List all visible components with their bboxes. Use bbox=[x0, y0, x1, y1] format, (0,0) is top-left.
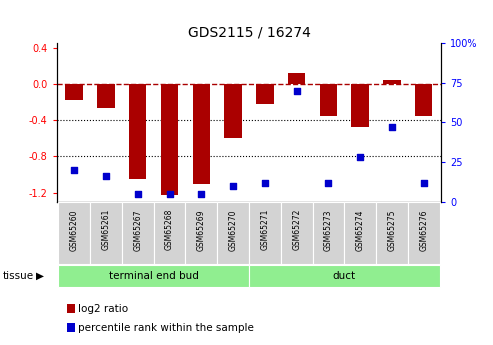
Bar bbox=[58, 265, 249, 287]
Bar bbox=[249, 265, 440, 287]
Point bbox=[134, 191, 141, 197]
Bar bbox=[122, 202, 154, 264]
Bar bbox=[344, 202, 376, 264]
Text: GSM65260: GSM65260 bbox=[70, 209, 79, 250]
Text: GSM65261: GSM65261 bbox=[102, 209, 110, 250]
Point bbox=[197, 191, 205, 197]
Bar bbox=[249, 202, 281, 264]
Point bbox=[356, 155, 364, 160]
Bar bbox=[352, 84, 369, 127]
Bar bbox=[217, 202, 249, 264]
Bar bbox=[281, 202, 313, 264]
Bar bbox=[224, 84, 242, 138]
Bar bbox=[58, 202, 90, 264]
Text: tissue: tissue bbox=[2, 271, 34, 281]
Text: terminal end bud: terminal end bud bbox=[108, 271, 199, 281]
Text: GSM65270: GSM65270 bbox=[229, 209, 238, 250]
Bar bbox=[185, 202, 217, 264]
Text: log2 ratio: log2 ratio bbox=[78, 304, 129, 314]
Bar bbox=[97, 84, 115, 108]
Bar bbox=[66, 84, 83, 100]
Text: GSM65267: GSM65267 bbox=[133, 209, 142, 250]
Text: ▶: ▶ bbox=[35, 271, 43, 281]
Text: GDS2115 / 16274: GDS2115 / 16274 bbox=[187, 26, 311, 40]
Bar bbox=[383, 80, 401, 84]
Bar bbox=[256, 84, 274, 104]
Text: GSM65276: GSM65276 bbox=[419, 209, 428, 250]
Bar bbox=[376, 202, 408, 264]
Bar bbox=[193, 84, 210, 184]
Bar bbox=[129, 84, 146, 179]
Text: GSM65271: GSM65271 bbox=[260, 209, 269, 250]
Bar bbox=[288, 73, 305, 84]
Bar bbox=[313, 202, 344, 264]
Point bbox=[420, 180, 428, 186]
Text: GSM65274: GSM65274 bbox=[355, 209, 365, 250]
Text: GSM65273: GSM65273 bbox=[324, 209, 333, 250]
Point bbox=[102, 174, 110, 179]
Point bbox=[229, 183, 237, 189]
Bar bbox=[415, 84, 432, 116]
Point bbox=[166, 191, 174, 197]
Point bbox=[388, 125, 396, 130]
Bar bbox=[319, 84, 337, 116]
Point bbox=[70, 167, 78, 173]
Text: GSM65269: GSM65269 bbox=[197, 209, 206, 250]
Text: duct: duct bbox=[333, 271, 356, 281]
Point bbox=[261, 180, 269, 186]
Bar bbox=[161, 84, 178, 195]
Bar bbox=[154, 202, 185, 264]
Text: GSM65272: GSM65272 bbox=[292, 209, 301, 250]
Point bbox=[324, 180, 332, 186]
Point bbox=[293, 88, 301, 93]
Bar bbox=[408, 202, 440, 264]
Text: GSM65268: GSM65268 bbox=[165, 209, 174, 250]
Bar bbox=[90, 202, 122, 264]
Text: GSM65275: GSM65275 bbox=[387, 209, 396, 250]
Text: percentile rank within the sample: percentile rank within the sample bbox=[78, 323, 254, 333]
